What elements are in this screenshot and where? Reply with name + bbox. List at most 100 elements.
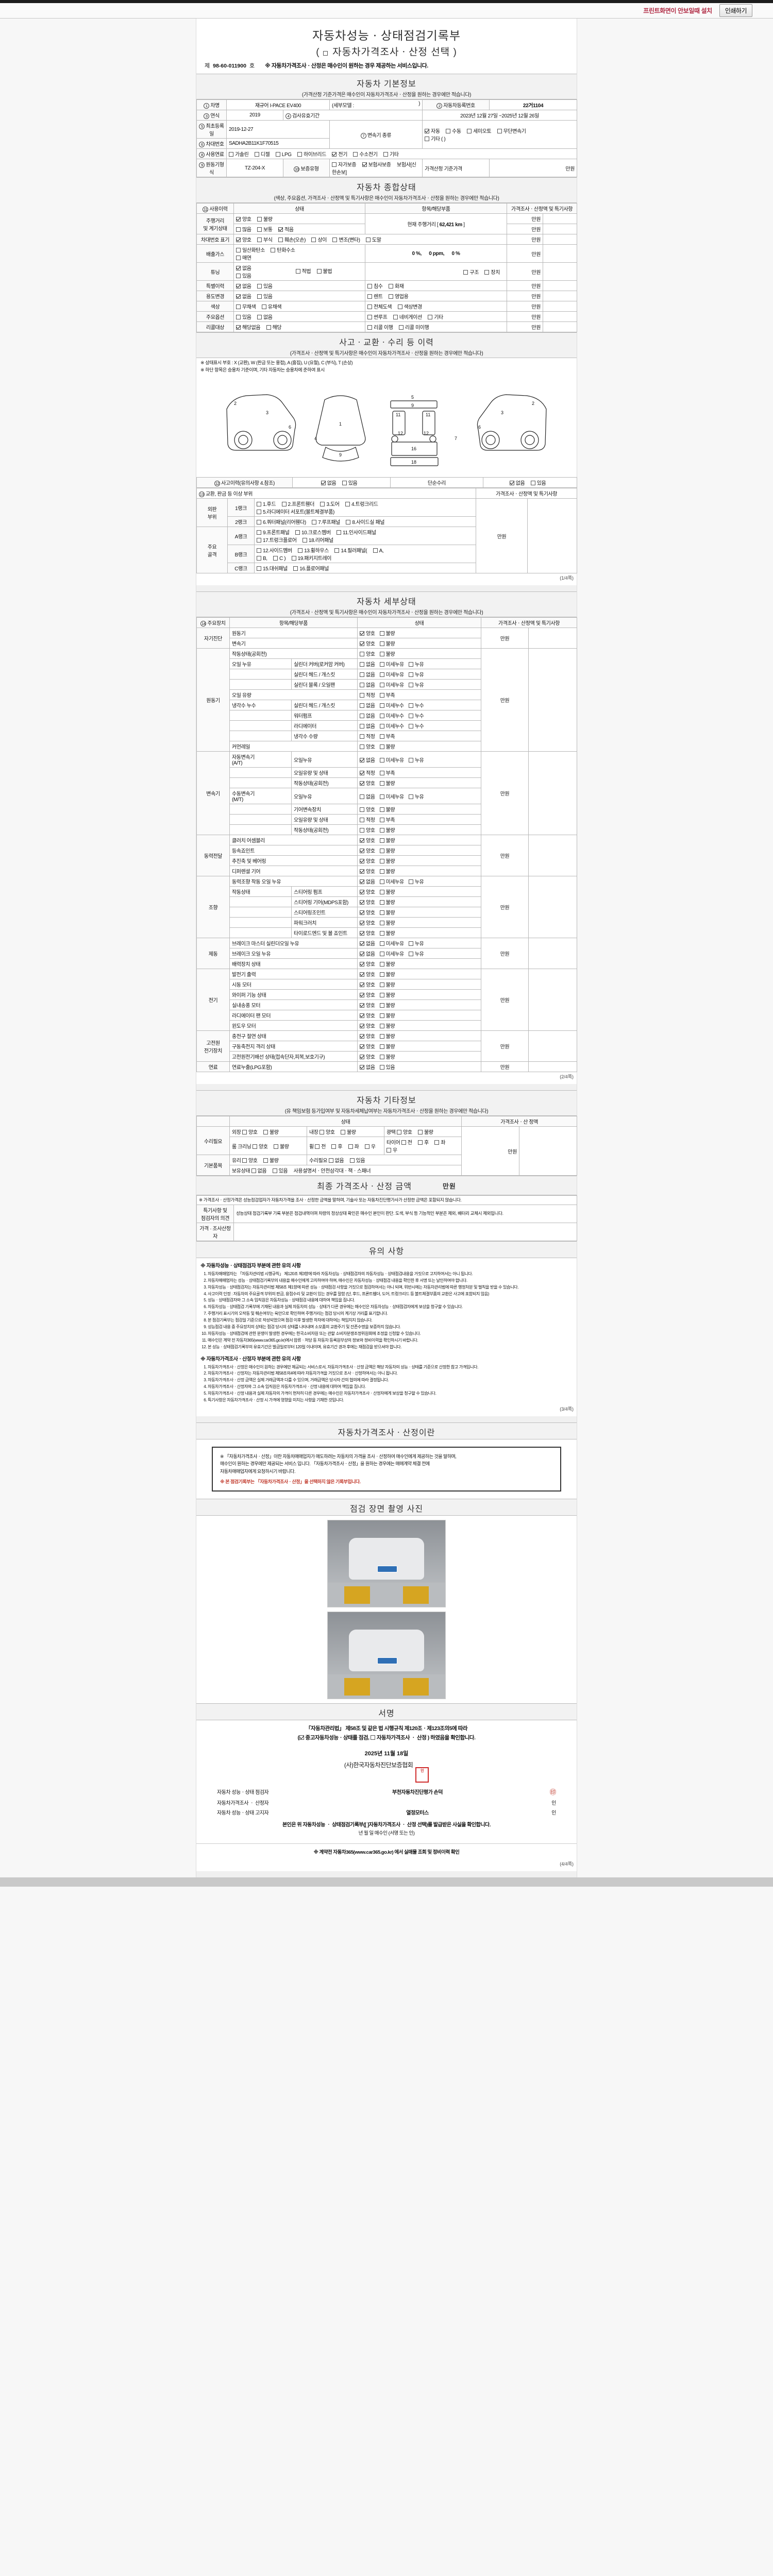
checkbox-icon[interactable] xyxy=(360,921,364,925)
checkbox-icon[interactable] xyxy=(360,869,364,874)
checkbox-icon[interactable] xyxy=(360,652,364,656)
opt-양호[interactable]: 양호 xyxy=(360,846,375,854)
checkbox-icon[interactable] xyxy=(397,304,402,309)
opt-color-chromatic[interactable]: 유채색 xyxy=(261,302,282,310)
opt-적정[interactable]: 적정 xyxy=(360,769,375,776)
opt-fuel-lpg[interactable]: LPG xyxy=(275,152,292,158)
checkbox-icon[interactable] xyxy=(360,910,364,915)
opt-누유[interactable]: 누유 xyxy=(408,681,424,688)
checkbox-icon[interactable] xyxy=(360,982,364,987)
checkbox-icon[interactable] xyxy=(257,284,262,289)
opt-불량[interactable]: 불량 xyxy=(379,1042,395,1050)
checkbox-icon[interactable] xyxy=(379,941,384,946)
checkbox-icon[interactable] xyxy=(379,838,384,843)
checkbox-icon[interactable] xyxy=(360,693,364,698)
opt-color-achromatic[interactable]: 무채색 xyxy=(236,302,256,310)
checkbox-icon[interactable] xyxy=(379,1034,384,1039)
opt-tire-front[interactable]: 전 xyxy=(401,1138,412,1146)
opt-pillar-c[interactable]: C ) xyxy=(273,556,286,562)
opt-wheel-front[interactable]: 전 xyxy=(315,1142,326,1150)
opt-transmission-cvt[interactable]: 무단변속기 xyxy=(497,127,526,134)
opt-미세누유[interactable]: 미세누유 xyxy=(379,681,404,688)
opt-미세누유[interactable]: 미세누유 xyxy=(379,950,404,957)
opt-적정[interactable]: 적정 xyxy=(360,691,375,699)
checkbox-icon[interactable] xyxy=(360,631,364,636)
checkbox-icon[interactable] xyxy=(497,129,502,133)
checkbox-icon[interactable] xyxy=(379,794,384,799)
opt-color-changed[interactable]: 색상변경 xyxy=(397,302,422,310)
opt-없음[interactable]: 없음 xyxy=(360,792,375,800)
opt-wheel-rear[interactable]: 후 xyxy=(331,1142,343,1150)
opt-pillar-a[interactable]: A, xyxy=(373,548,384,554)
opt-fuel-other[interactable]: 기타 xyxy=(383,150,399,158)
checkbox-icon[interactable] xyxy=(379,1055,384,1059)
checkbox-icon[interactable] xyxy=(484,269,490,275)
checkbox-icon[interactable] xyxy=(242,1130,247,1134)
checkbox-icon[interactable] xyxy=(379,652,384,656)
checkbox-icon[interactable] xyxy=(257,502,261,506)
checkbox-icon[interactable] xyxy=(273,1144,278,1149)
checkbox-icon[interactable] xyxy=(367,325,372,330)
opt-양호[interactable]: 양호 xyxy=(360,888,375,895)
opt-누유[interactable]: 누유 xyxy=(408,950,424,957)
opt-양호[interactable]: 양호 xyxy=(360,857,375,865)
opt-양호[interactable]: 양호 xyxy=(360,1042,375,1050)
opt-mileage-good[interactable]: 양호 xyxy=(236,215,251,223)
opt-불량[interactable]: 불량 xyxy=(379,836,395,844)
checkbox-icon[interactable] xyxy=(408,879,413,884)
checkbox-icon[interactable] xyxy=(389,284,393,289)
opt-불량[interactable]: 불량 xyxy=(379,970,395,978)
tuning-none[interactable]: 없음 xyxy=(236,264,294,272)
opt-누수[interactable]: 누수 xyxy=(408,722,424,730)
opt-part-side-sill[interactable]: 8.사이드실 패널 xyxy=(346,518,384,526)
opt-cleaning-good[interactable]: 양호 xyxy=(252,1142,268,1150)
checkbox-icon[interactable] xyxy=(312,520,317,524)
opt-part-wheel-house[interactable]: 13.휠하우스 xyxy=(298,546,329,554)
checkbox-icon[interactable] xyxy=(272,1168,277,1173)
checkbox-icon[interactable] xyxy=(257,520,261,524)
checkbox-icon[interactable] xyxy=(418,1130,423,1134)
opt-glass-bad[interactable]: 불량 xyxy=(263,1156,279,1164)
checkbox-icon[interactable] xyxy=(467,129,472,133)
checkbox-icon[interactable] xyxy=(379,693,384,698)
checkbox-icon[interactable] xyxy=(360,1013,364,1018)
checkbox-icon[interactable] xyxy=(360,672,364,677)
opt-양호[interactable]: 양호 xyxy=(360,826,375,834)
opt-fuel-hydrogen[interactable]: 수소전기 xyxy=(353,150,378,158)
checkbox-icon[interactable] xyxy=(379,662,384,667)
checkbox-icon[interactable] xyxy=(281,502,287,506)
opt-양호[interactable]: 양호 xyxy=(360,639,375,647)
checkbox-icon[interactable] xyxy=(360,1003,364,1008)
opt-없음[interactable]: 없음 xyxy=(360,670,375,678)
opt-양호[interactable]: 양호 xyxy=(360,919,375,926)
checkbox-icon[interactable] xyxy=(360,941,364,946)
opt-없음[interactable]: 없음 xyxy=(360,701,375,709)
checkbox-icon[interactable] xyxy=(257,315,262,319)
opt-tire-rear[interactable]: 후 xyxy=(418,1138,429,1146)
checkbox-icon[interactable] xyxy=(418,1140,423,1145)
opt-tuning-legal[interactable]: 적법 xyxy=(295,267,311,275)
opt-양호[interactable]: 양호 xyxy=(360,1001,375,1009)
checkbox-icon[interactable] xyxy=(360,818,364,822)
checkbox-icon[interactable] xyxy=(373,548,378,553)
checkbox-icon[interactable] xyxy=(360,662,364,667)
opt-불량[interactable]: 불량 xyxy=(379,960,395,968)
opt-누유[interactable]: 누유 xyxy=(408,877,424,885)
checkbox-icon[interactable] xyxy=(367,315,372,319)
checkbox-icon[interactable] xyxy=(236,315,241,319)
opt-emission-smoke[interactable]: 매연 xyxy=(236,253,251,261)
opt-누유[interactable]: 누유 xyxy=(408,670,424,678)
checkbox-icon[interactable] xyxy=(236,256,241,260)
checkbox-icon[interactable] xyxy=(360,972,364,977)
checkbox-icon[interactable] xyxy=(254,152,259,157)
opt-mileage-normal[interactable]: 보통 xyxy=(257,225,273,233)
opt-없음[interactable]: 없음 xyxy=(360,722,375,730)
checkbox-icon[interactable] xyxy=(360,828,364,833)
opt-polish-good[interactable]: 양호 xyxy=(397,1128,412,1136)
checkbox-icon[interactable] xyxy=(397,1130,401,1134)
opt-part-front-fender[interactable]: 2.프론트휀더 xyxy=(281,500,314,507)
opt-불량[interactable]: 불량 xyxy=(379,1022,395,1029)
checkbox-icon[interactable] xyxy=(295,268,300,274)
opt-recall-yes[interactable]: 해당 xyxy=(266,323,282,331)
opt-양호[interactable]: 양호 xyxy=(360,629,375,637)
